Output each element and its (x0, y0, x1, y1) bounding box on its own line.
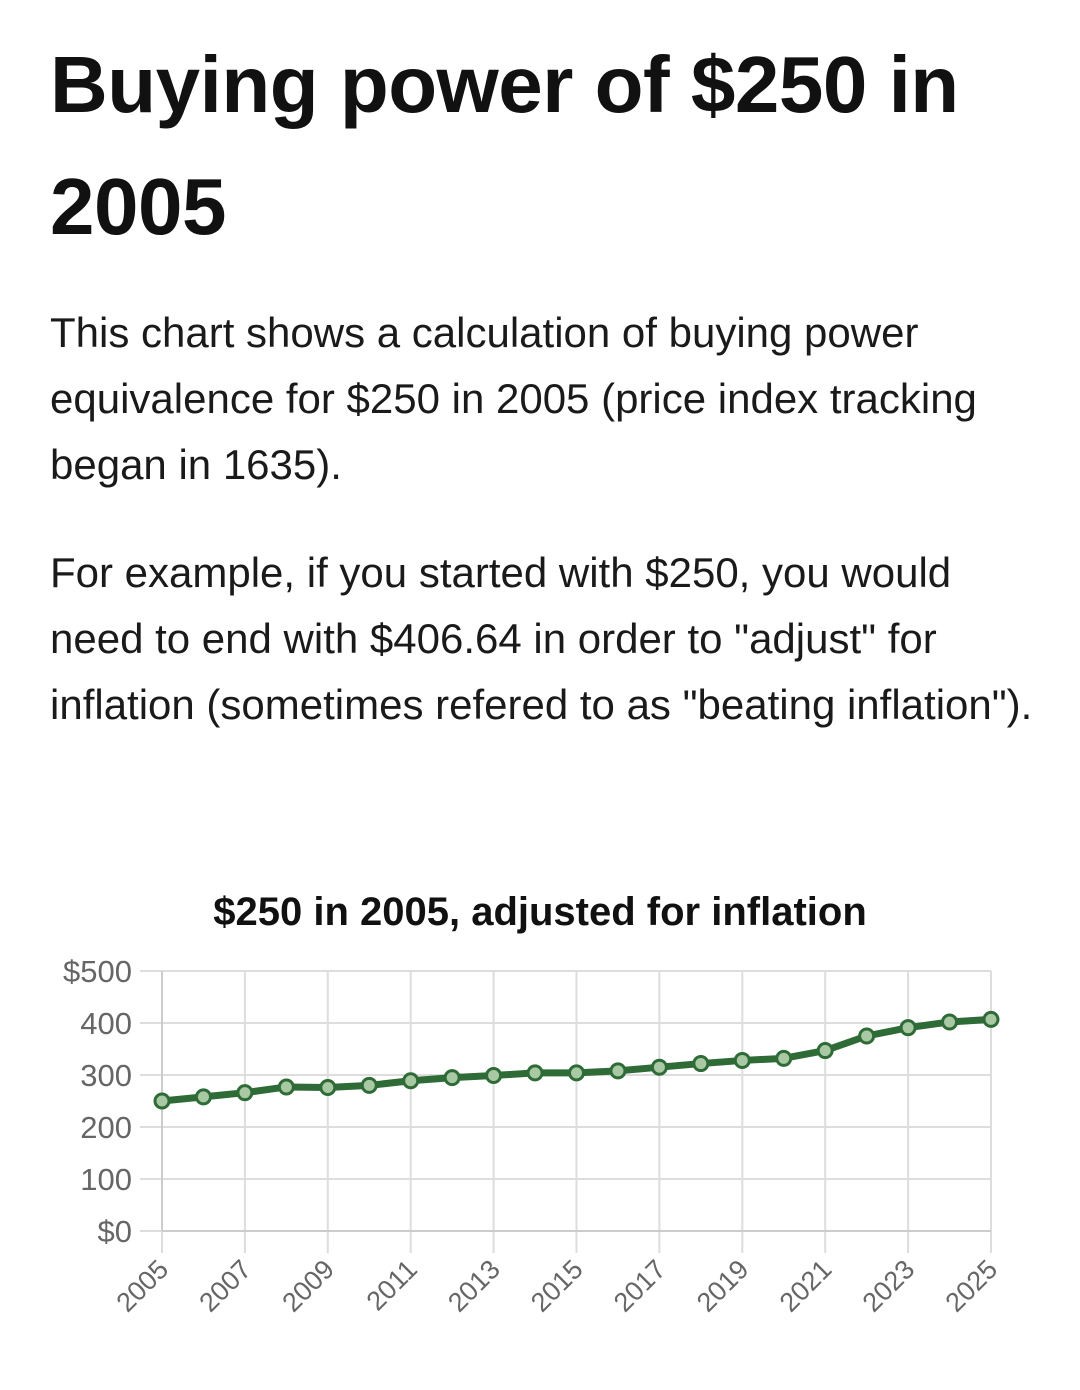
data-point-2011 (402, 1072, 420, 1090)
chart-svg: $0 100 200 300 400 $500 2005 2007 2009 2011 2013 20… (63, 954, 1004, 1318)
x-tick-label: 2015 (525, 1254, 589, 1318)
x-tick-label: 2009 (276, 1254, 340, 1318)
x-tick-label: 2021 (774, 1254, 838, 1318)
data-point-2012 (443, 1069, 461, 1087)
x-tick-label: 2023 (857, 1254, 921, 1318)
data-point-2021 (816, 1042, 834, 1060)
data-point-2015 (568, 1064, 585, 1082)
data-point-2013 (485, 1067, 503, 1085)
data-point-2006 (194, 1088, 212, 1106)
data-point-2018 (692, 1055, 710, 1073)
article: Buying power of $250 in 2005 This chart … (50, 40, 1033, 728)
y-tick-label: $0 (98, 1214, 132, 1249)
data-point-2016 (609, 1062, 627, 1080)
y-tick-label: 400 (80, 1006, 132, 1041)
data-point-2024 (941, 1013, 959, 1031)
intro-paragraph: This chart shows a calculation of buying… (50, 309, 977, 488)
x-tick-label: 2019 (691, 1254, 755, 1318)
data-point-2014 (526, 1064, 544, 1082)
data-point-2007 (236, 1084, 254, 1102)
page-title: Buying power of $250 in 2005 (50, 40, 959, 251)
data-point-2017 (650, 1058, 668, 1076)
example-paragraph: For example, if you started with $250, y… (50, 549, 1033, 728)
data-point-2010 (360, 1076, 378, 1094)
chart-title: $250 in 2005, adjusted for inflation (213, 890, 867, 934)
y-tick-label: 100 (80, 1162, 132, 1197)
inflation-chart: $250 in 2005, adjusted for inflation $0 1… (0, 880, 1080, 1390)
data-point-2008 (277, 1078, 295, 1096)
data-point-2020 (775, 1049, 793, 1067)
x-tick-label: 2025 (940, 1254, 1004, 1318)
y-tick-label: 200 (80, 1110, 132, 1145)
data-point-2025 (982, 1010, 1000, 1028)
data-point-2019 (733, 1051, 751, 1069)
x-tick-label: 2005 (111, 1254, 175, 1318)
x-tick-label: 2017 (608, 1254, 672, 1318)
data-point-2005 (153, 1092, 171, 1110)
data-point-2009 (319, 1078, 337, 1096)
x-tick-label: 2011 (361, 1254, 423, 1316)
y-tick-label: 300 (80, 1058, 132, 1093)
y-tick-label: $500 (63, 954, 132, 989)
data-point-2023 (899, 1019, 917, 1037)
x-tick-label: 2007 (193, 1254, 257, 1318)
data-point-2022 (858, 1027, 876, 1045)
x-tick-label: 2013 (442, 1254, 506, 1318)
